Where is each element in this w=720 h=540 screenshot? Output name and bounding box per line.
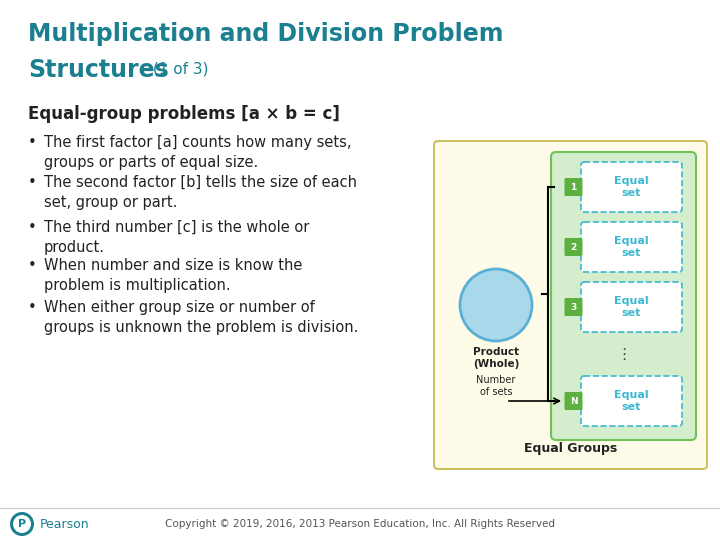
Text: •: • [28, 135, 37, 150]
FancyBboxPatch shape [581, 162, 682, 212]
Circle shape [10, 512, 34, 536]
Text: Equal
set: Equal set [614, 296, 649, 318]
Text: ⋮: ⋮ [616, 347, 631, 361]
Text: Equal
set: Equal set [614, 390, 649, 412]
FancyBboxPatch shape [564, 178, 582, 196]
Text: Multiplication and Division Problem: Multiplication and Division Problem [28, 22, 503, 46]
Text: The second factor [b] tells the size of each
set, group or part.: The second factor [b] tells the size of … [44, 175, 357, 210]
Text: P: P [18, 519, 26, 529]
Text: Number
of sets: Number of sets [477, 375, 516, 397]
Text: When either group size or number of
groups is unknown the problem is division.: When either group size or number of grou… [44, 300, 359, 335]
Text: Equal Groups: Equal Groups [524, 442, 617, 455]
FancyBboxPatch shape [551, 152, 696, 440]
Text: Equal-group problems [a × b = c]: Equal-group problems [a × b = c] [28, 105, 340, 123]
Circle shape [13, 515, 31, 533]
Text: The third number [c] is the whole or
product.: The third number [c] is the whole or pro… [44, 220, 310, 255]
Text: 1: 1 [570, 183, 577, 192]
FancyBboxPatch shape [564, 238, 582, 256]
Circle shape [460, 269, 532, 341]
Text: When number and size is know the
problem is multiplication.: When number and size is know the problem… [44, 258, 302, 293]
Text: Structures: Structures [28, 58, 168, 82]
Text: Equal
set: Equal set [614, 176, 649, 198]
Text: •: • [28, 300, 37, 315]
Text: Equal
set: Equal set [614, 236, 649, 258]
Text: N: N [570, 396, 577, 406]
Text: •: • [28, 220, 37, 235]
Text: •: • [28, 175, 37, 190]
FancyBboxPatch shape [581, 282, 682, 332]
Text: Copyright © 2019, 2016, 2013 Pearson Education, Inc. All Rights Reserved: Copyright © 2019, 2016, 2013 Pearson Edu… [165, 519, 555, 529]
Text: (1 of 3): (1 of 3) [148, 62, 209, 77]
FancyBboxPatch shape [581, 222, 682, 272]
Text: Product
(Whole): Product (Whole) [473, 347, 519, 369]
Text: The first factor [a] counts how many sets,
groups or parts of equal size.: The first factor [a] counts how many set… [44, 135, 351, 170]
FancyBboxPatch shape [564, 392, 582, 410]
Text: 2: 2 [570, 242, 577, 252]
FancyBboxPatch shape [564, 298, 582, 316]
FancyBboxPatch shape [434, 141, 707, 469]
Text: 3: 3 [570, 302, 577, 312]
FancyBboxPatch shape [581, 376, 682, 426]
Text: Pearson: Pearson [40, 517, 89, 530]
Text: •: • [28, 258, 37, 273]
